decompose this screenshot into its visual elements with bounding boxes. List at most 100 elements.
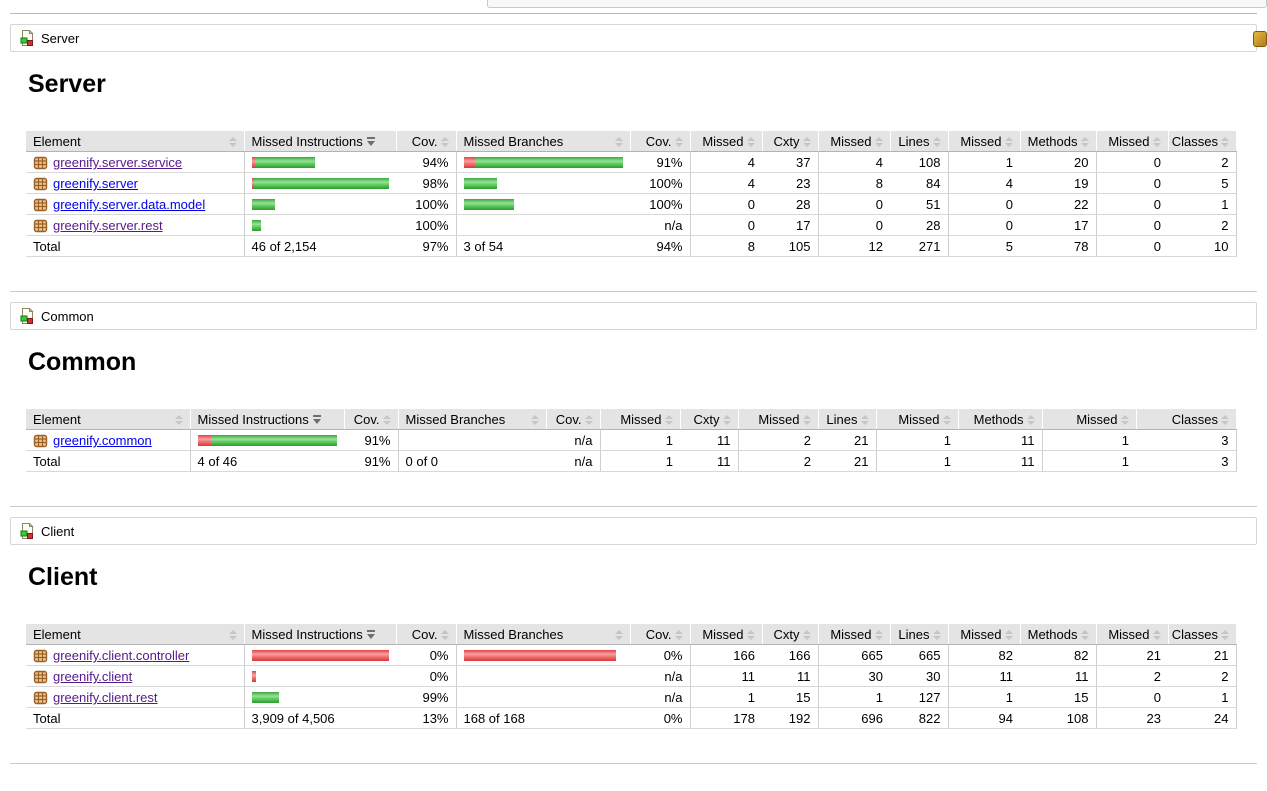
total-instructions-coverage: 13% xyxy=(396,707,456,729)
column-header-missed[interactable]: Missed xyxy=(947,624,1020,645)
column-header-missed-instructions[interactable]: Missed Instructions xyxy=(243,624,396,645)
column-header-missed-branches[interactable]: Missed Branches xyxy=(455,131,630,152)
package-link[interactable]: greenify.server.service xyxy=(53,155,183,170)
total-missed-cxty: 8 xyxy=(689,235,762,257)
table-row: greenify.server.rest 100% n/a 0 17 0 28 … xyxy=(26,214,1237,236)
missed-instructions-bar xyxy=(243,686,396,708)
column-header-lines[interactable]: Lines xyxy=(817,409,876,430)
column-header-cov[interactable]: Cov. xyxy=(395,624,456,645)
column-header-cov[interactable]: Cov. xyxy=(629,131,690,152)
missed-classes: 0 xyxy=(1095,151,1168,173)
column-header-missed[interactable]: Missed xyxy=(737,409,818,430)
sort-icon xyxy=(674,136,683,147)
package-link[interactable]: greenify.client.rest xyxy=(53,690,158,705)
missed-cxty: 4 xyxy=(689,151,762,173)
total-classes: 3 xyxy=(1136,450,1237,472)
column-header-cxty[interactable]: Cxty xyxy=(679,409,738,430)
instructions-coverage: 91% xyxy=(344,429,398,451)
bar-red-segment xyxy=(251,671,256,682)
missed-lines: 4 xyxy=(817,151,890,173)
column-header-methods[interactable]: Methods xyxy=(1019,131,1096,152)
column-header-cxty[interactable]: Cxty xyxy=(761,131,818,152)
missed-cxty: 166 xyxy=(689,644,762,666)
methods: 82 xyxy=(1020,644,1096,666)
total-lines: 822 xyxy=(890,707,948,729)
cxty: 11 xyxy=(680,429,738,451)
total-missed-cxty: 178 xyxy=(689,707,762,729)
column-header-cov[interactable]: Cov. xyxy=(545,409,600,430)
column-header-missed[interactable]: Missed xyxy=(817,624,890,645)
sort-icon xyxy=(746,629,755,640)
column-header-missed-instructions[interactable]: Missed Instructions xyxy=(189,409,344,430)
breadcrumb-label: Server xyxy=(41,30,80,46)
column-header-missed[interactable]: Missed xyxy=(875,409,958,430)
bar-green-segment xyxy=(463,199,514,210)
column-header-missed-instructions[interactable]: Missed Instructions xyxy=(243,131,396,152)
column-header-element[interactable]: Element xyxy=(26,624,244,645)
sort-icon xyxy=(1221,414,1229,425)
package-link[interactable]: greenify.server xyxy=(53,176,139,191)
package-icon xyxy=(33,649,48,663)
column-header-cov[interactable]: Cov. xyxy=(395,131,456,152)
cxty: 166 xyxy=(762,644,818,666)
total-instructions-coverage: 97% xyxy=(396,235,456,257)
package-link[interactable]: greenify.common xyxy=(53,433,152,448)
sort-icon xyxy=(722,414,731,425)
bar-green-segment xyxy=(463,178,497,189)
column-header-missed[interactable]: Missed xyxy=(1095,624,1168,645)
breadcrumb: Client xyxy=(10,517,1257,545)
column-header-classes[interactable]: Classes xyxy=(1167,624,1236,645)
column-header-cov[interactable]: Cov. xyxy=(629,624,690,645)
cxty: 28 xyxy=(762,193,818,215)
column-header-missed[interactable]: Missed xyxy=(689,624,762,645)
package-link[interactable]: greenify.server.data.model xyxy=(53,197,206,212)
sort-icon xyxy=(1221,629,1229,640)
column-header-missed[interactable]: Missed xyxy=(599,409,680,430)
column-header-cxty[interactable]: Cxty xyxy=(761,624,818,645)
classes: 2 xyxy=(1168,665,1237,687)
bar-red-segment xyxy=(251,650,389,661)
session-icon[interactable] xyxy=(1253,31,1267,47)
bar-green-segment xyxy=(251,220,261,231)
column-header-missed-branches[interactable]: Missed Branches xyxy=(397,409,546,430)
total-branches: 0 of 0 xyxy=(397,450,546,472)
classes: 2 xyxy=(1168,214,1237,236)
sort-icon xyxy=(614,629,623,640)
column-header-element[interactable]: Element xyxy=(26,409,190,430)
cxty: 11 xyxy=(762,665,818,687)
sort-icon xyxy=(228,629,237,640)
column-header-cov[interactable]: Cov. xyxy=(343,409,398,430)
sort-icon xyxy=(932,629,941,640)
sort-desc-icon xyxy=(366,137,375,146)
missed-cxty: 1 xyxy=(689,686,762,708)
column-header-element[interactable]: Element xyxy=(26,131,244,152)
column-header-classes[interactable]: Classes xyxy=(1167,131,1236,152)
sort-icon xyxy=(382,414,391,425)
package-icon xyxy=(33,434,48,448)
column-header-methods[interactable]: Methods xyxy=(1019,624,1096,645)
package-link[interactable]: greenify.client xyxy=(53,669,133,684)
column-header-lines[interactable]: Lines xyxy=(889,131,948,152)
column-header-missed[interactable]: Missed xyxy=(817,131,890,152)
column-header-missed[interactable]: Missed xyxy=(947,131,1020,152)
missed-lines: 8 xyxy=(817,172,890,194)
missed-classes: 2 xyxy=(1095,665,1168,687)
missed-lines: 2 xyxy=(737,429,818,451)
column-header-missed-branches[interactable]: Missed Branches xyxy=(455,624,630,645)
column-header-missed[interactable]: Missed xyxy=(1041,409,1136,430)
package-link[interactable]: greenify.client.controller xyxy=(53,648,190,663)
package-link[interactable]: greenify.server.rest xyxy=(53,218,163,233)
column-header-lines[interactable]: Lines xyxy=(889,624,948,645)
total-instructions-coverage: 91% xyxy=(344,450,398,472)
total-missed-classes: 0 xyxy=(1095,235,1168,257)
branches-coverage: n/a xyxy=(630,665,690,687)
sort-icon xyxy=(1152,629,1161,640)
sort-icon xyxy=(674,629,683,640)
column-header-methods[interactable]: Methods xyxy=(957,409,1042,430)
branches-coverage: n/a xyxy=(630,214,690,236)
column-header-missed[interactable]: Missed xyxy=(689,131,762,152)
missed-methods: 0 xyxy=(947,193,1020,215)
column-header-classes[interactable]: Classes xyxy=(1135,409,1236,430)
missed-methods: 82 xyxy=(947,644,1020,666)
column-header-missed[interactable]: Missed xyxy=(1095,131,1168,152)
